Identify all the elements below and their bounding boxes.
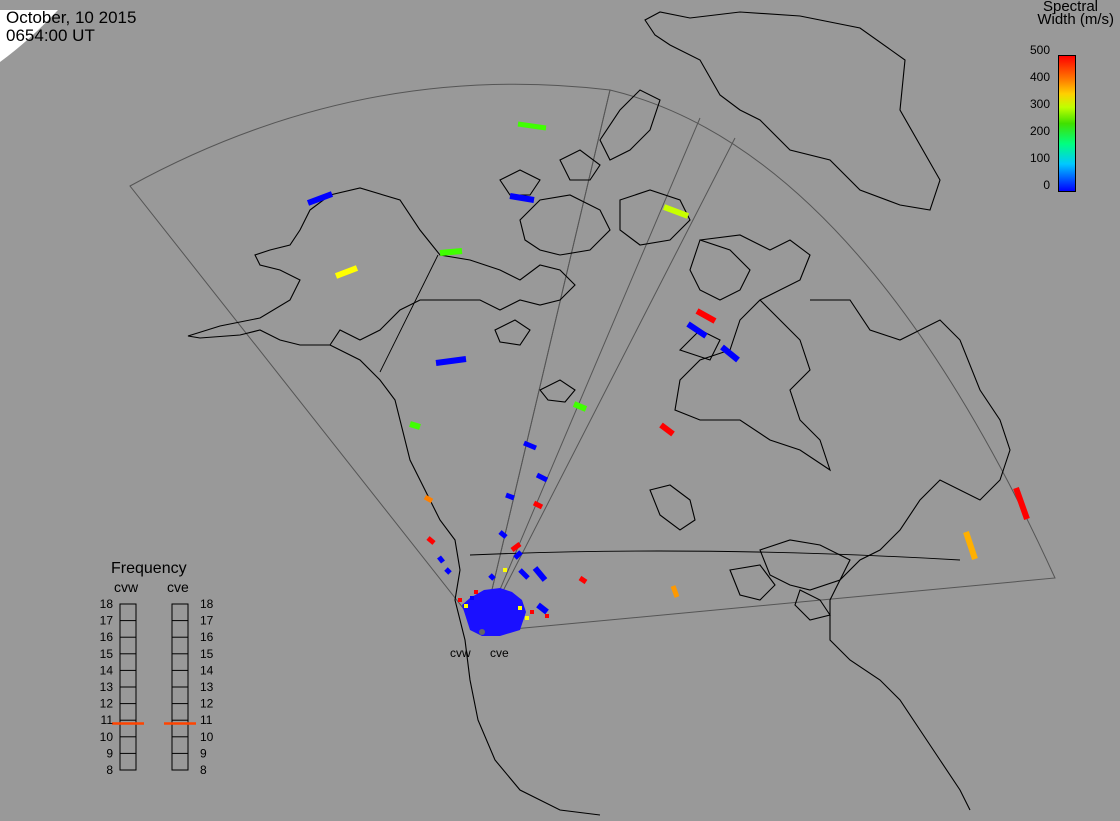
frequency-radar-label-cve: cve <box>167 579 189 595</box>
frequency-tick-label: 15 <box>200 647 214 661</box>
echo-segment <box>409 421 421 430</box>
fov-outlines <box>129 83 1056 634</box>
echo-segment <box>578 575 588 585</box>
echo-segment <box>518 568 530 580</box>
echo-segment <box>435 356 467 366</box>
echo-segment <box>1013 486 1030 521</box>
frequency-tick-label: 14 <box>200 663 214 677</box>
echo-segment <box>572 401 588 412</box>
site-label-cve: cve <box>490 646 509 660</box>
echo-dot <box>464 604 468 608</box>
frequency-tick-label: 10 <box>100 730 114 744</box>
frequency-tick-label: 12 <box>200 697 214 711</box>
colorbar-title-line1: Spectral <box>1042 0 1098 15</box>
frequency-tick-label: 16 <box>200 630 214 644</box>
terminator-region <box>0 10 58 62</box>
echo-segment <box>536 602 549 615</box>
frequency-tick-label: 9 <box>106 746 113 760</box>
echo-dot <box>458 598 462 602</box>
echo-segment <box>510 542 522 552</box>
site-label-cvw: cvw <box>450 646 471 660</box>
frequency-tick-label: 10 <box>200 730 214 744</box>
frequency-tick-label: 16 <box>100 630 114 644</box>
echo-segment <box>426 536 436 545</box>
frequency-tick-label: 17 <box>200 614 214 628</box>
frequency-tick-label: 18 <box>100 597 114 611</box>
echo-segment <box>498 530 508 539</box>
time-label: 0654:00 UT <box>6 26 95 45</box>
echo-segment <box>659 422 675 437</box>
echo-segment <box>509 193 535 203</box>
echo-segment <box>439 248 463 256</box>
colorbar-tick: 200 <box>1029 124 1050 138</box>
echo-segment <box>517 121 547 131</box>
frequency-tick-label: 12 <box>100 697 114 711</box>
echo-segment <box>488 573 496 581</box>
echo-segment <box>523 440 537 451</box>
echo-segment <box>513 550 523 560</box>
colorbar-tick: 500 <box>1029 43 1050 57</box>
frequency-tick-label: 17 <box>100 614 114 628</box>
echo-dot <box>503 568 507 572</box>
near-range-echoes <box>462 588 526 636</box>
frequency-title: Frequency <box>111 560 187 577</box>
colorbar-title-line2: Width (m/s) <box>1037 11 1114 28</box>
frequency-tick-label: 14 <box>100 663 114 677</box>
frequency-radar-label-cvw: cvw <box>114 579 139 595</box>
frequency-tick-label: 11 <box>200 713 213 727</box>
echo-segment <box>686 321 708 339</box>
frequency-tick-label: 8 <box>106 763 113 777</box>
colorbar-tick: 300 <box>1029 97 1050 111</box>
colorbar-tick: 400 <box>1029 70 1050 84</box>
echo-dot <box>474 590 478 594</box>
echo-segment <box>505 492 515 501</box>
echo-layer <box>306 121 1030 636</box>
frequency-tick-label: 18 <box>200 597 214 611</box>
echo-segment <box>306 191 334 206</box>
frequency-tick-label: 13 <box>100 680 114 694</box>
echo-dot <box>525 616 529 620</box>
frequency-panel: 18 18 17 17 16 16 15 15 14 14 13 13 12 12 11 11 10 10 9 9 8 8 <box>100 597 214 777</box>
echo-dot <box>470 596 474 600</box>
echo-dot <box>530 610 534 614</box>
echo-segment <box>423 494 434 504</box>
frequency-tick-label: 8 <box>200 763 207 777</box>
coastlines <box>187 11 1011 816</box>
fov-cve <box>481 89 1056 633</box>
echo-segment <box>334 265 359 279</box>
echo-segment <box>532 500 544 510</box>
echo-segment <box>444 567 452 575</box>
frequency-tick-label: 15 <box>100 647 114 661</box>
echo-segment <box>670 585 680 598</box>
echo-segment <box>532 566 548 582</box>
echo-dot <box>518 606 522 610</box>
echo-segment <box>963 531 978 560</box>
spectral-width-colorbar <box>1058 55 1076 192</box>
echo-segment <box>695 308 717 324</box>
frequency-tick-label: 9 <box>200 746 207 760</box>
fov-cvw <box>129 83 611 634</box>
echo-segment <box>535 472 549 483</box>
date-label: October, 10 2015 <box>6 8 137 27</box>
echo-segment <box>437 555 445 564</box>
echo-segment <box>662 204 690 219</box>
echo-segment <box>720 344 740 363</box>
colorbar-tick: 0 <box>1043 178 1050 192</box>
echo-dot <box>545 614 549 618</box>
radar-site-marker <box>479 629 485 635</box>
frequency-tick-label: 11 <box>101 713 114 727</box>
frequency-tick-label: 13 <box>200 680 214 694</box>
colorbar-tick: 100 <box>1029 151 1050 165</box>
